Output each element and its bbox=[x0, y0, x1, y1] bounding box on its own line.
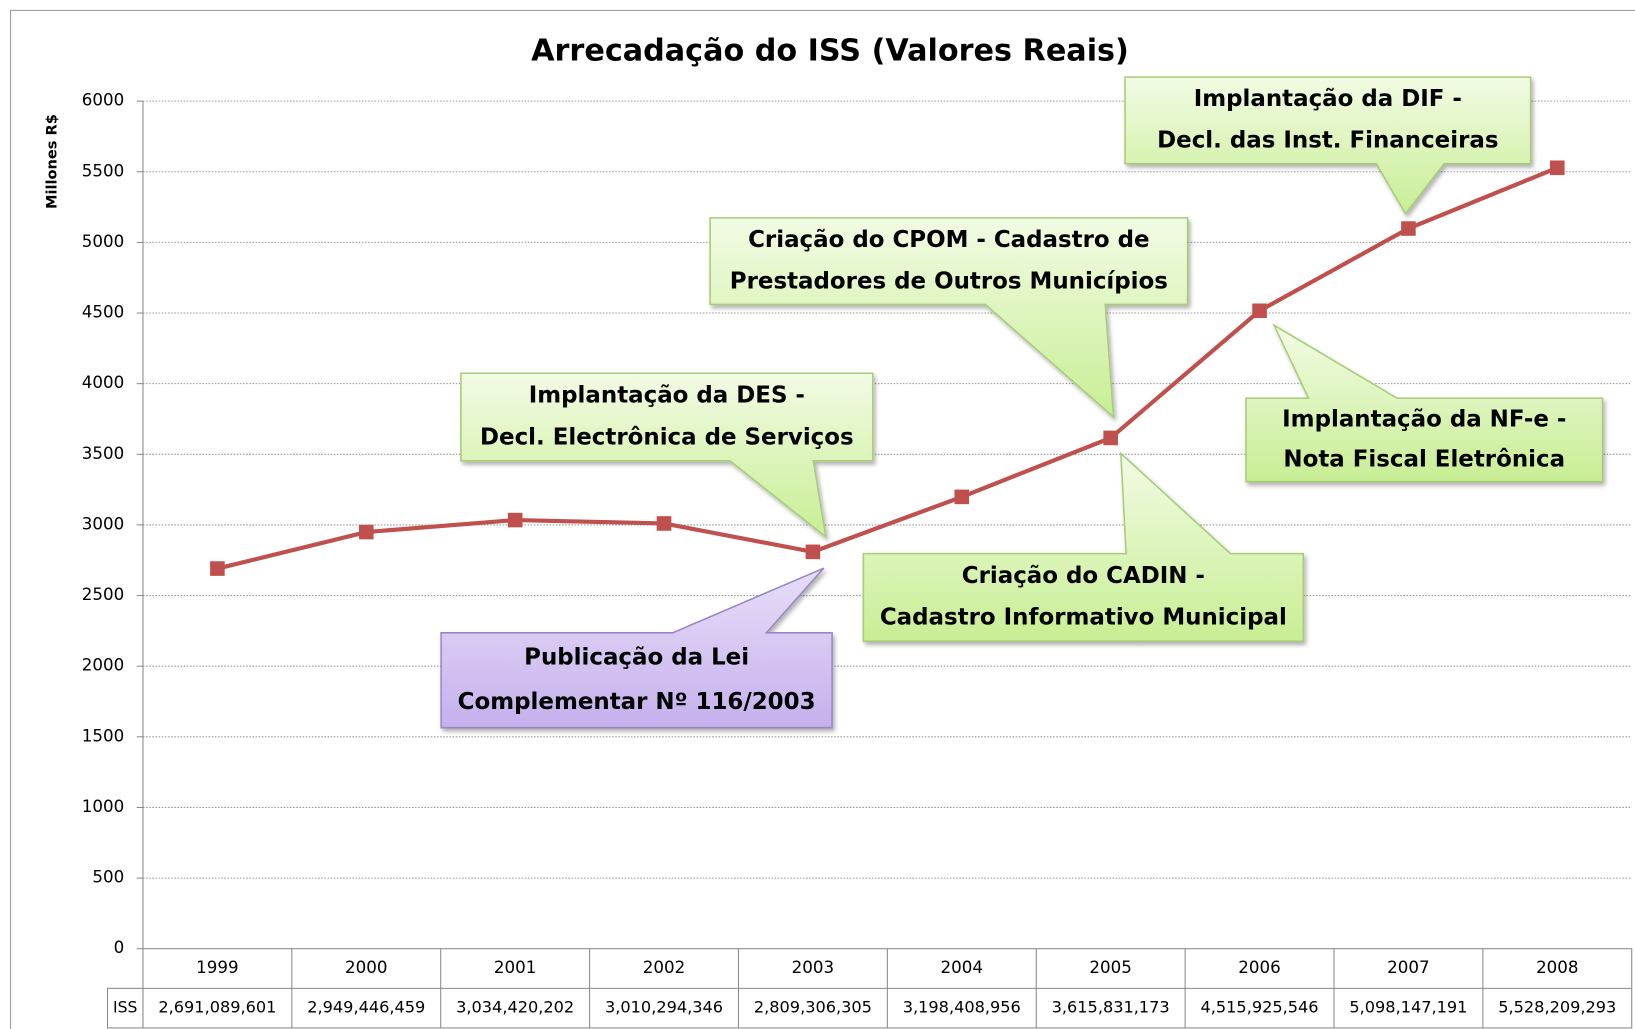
x-tick-label: 2007 bbox=[1387, 958, 1429, 977]
callout-text: Complementar Nº 116/2003 bbox=[458, 689, 816, 715]
point-marker bbox=[805, 544, 821, 560]
point-marker bbox=[656, 516, 672, 531]
callout-box bbox=[862, 451, 1305, 642]
callout-text: Criação do CADIN - bbox=[962, 563, 1205, 589]
y-tick-label: 1500 bbox=[82, 726, 124, 745]
callout-text: Publicação da Lei bbox=[524, 645, 749, 671]
x-tick-label: 2006 bbox=[1238, 958, 1280, 977]
point-marker bbox=[210, 561, 225, 576]
point-marker bbox=[507, 512, 523, 528]
point-marker bbox=[954, 489, 970, 505]
table-value: 4,515,925,546 bbox=[1200, 998, 1318, 1017]
table-value: 2,949,446,459 bbox=[307, 998, 425, 1017]
point-marker bbox=[1549, 160, 1565, 176]
callout-box bbox=[440, 567, 833, 729]
y-tick-label: 5500 bbox=[82, 161, 124, 180]
y-tick-label: 5000 bbox=[82, 232, 124, 251]
point-marker bbox=[1103, 430, 1118, 446]
y-tick-label: 1000 bbox=[82, 797, 124, 816]
table-value: 5,528,209,293 bbox=[1498, 998, 1616, 1017]
callout-text: Implantação da DES - bbox=[529, 383, 805, 409]
y-tick-label: 2500 bbox=[82, 585, 124, 604]
point-marker bbox=[1401, 221, 1416, 236]
callout-text: Cadastro Informativo Municipal bbox=[880, 605, 1287, 631]
callout-text: Criação do CPOM - Cadastro de bbox=[748, 227, 1150, 253]
table-value: 3,010,294,346 bbox=[605, 998, 723, 1017]
x-tick-label: 2004 bbox=[941, 958, 983, 977]
legend-label: ISS bbox=[113, 998, 138, 1017]
y-tick-label: 6000 bbox=[82, 91, 124, 110]
y-tick-label: 0 bbox=[114, 938, 125, 957]
x-tick-label: 2000 bbox=[345, 958, 387, 977]
callout-text: Prestadores de Outros Municípios bbox=[730, 268, 1168, 294]
x-tick-label: 2002 bbox=[643, 958, 685, 977]
callout-box bbox=[460, 372, 874, 539]
table-value: 3,034,420,202 bbox=[456, 998, 574, 1017]
series-line bbox=[216, 165, 1559, 571]
y-tick-label: 4500 bbox=[82, 303, 124, 322]
callout-box bbox=[1124, 76, 1532, 216]
point-marker bbox=[358, 524, 374, 540]
y-axis-label: Millones R$ bbox=[43, 114, 60, 209]
callout-text: Implantação da DIF - bbox=[1194, 86, 1462, 112]
callout-box bbox=[1245, 323, 1604, 483]
y-tick-label: 3000 bbox=[82, 514, 124, 533]
y-tick-label: 500 bbox=[92, 868, 124, 887]
x-tick-label: 1999 bbox=[196, 958, 238, 977]
table-value: 3,198,408,956 bbox=[903, 998, 1021, 1017]
table-value: 5,098,147,191 bbox=[1349, 998, 1467, 1017]
callout-text: Decl. Electrônica de Serviços bbox=[480, 424, 854, 450]
callout-text: Nota Fiscal Eletrônica bbox=[1283, 447, 1565, 473]
point-marker bbox=[1252, 303, 1267, 319]
chart-title: Arrecadação do ISS (Valores Reais) bbox=[531, 34, 1129, 69]
callout-text: Decl. das Inst. Financeiras bbox=[1157, 128, 1498, 154]
x-tick-label: 2003 bbox=[792, 958, 834, 977]
y-tick-label: 3500 bbox=[82, 444, 124, 463]
y-tick-label: 2000 bbox=[82, 656, 124, 675]
table-value: 3,615,831,173 bbox=[1052, 998, 1170, 1017]
data-table-legend bbox=[106, 987, 144, 1029]
x-tick-label: 2001 bbox=[494, 958, 536, 977]
callout-box bbox=[709, 217, 1189, 419]
y-tick-label: 4000 bbox=[82, 373, 124, 392]
table-value: 2,691,089,601 bbox=[158, 998, 276, 1017]
callout-text: Implantação da NF-e - bbox=[1282, 406, 1566, 432]
x-tick-label: 2005 bbox=[1089, 958, 1131, 977]
x-tick-label: 2008 bbox=[1536, 958, 1578, 977]
table-value: 2,809,306,305 bbox=[754, 998, 872, 1017]
